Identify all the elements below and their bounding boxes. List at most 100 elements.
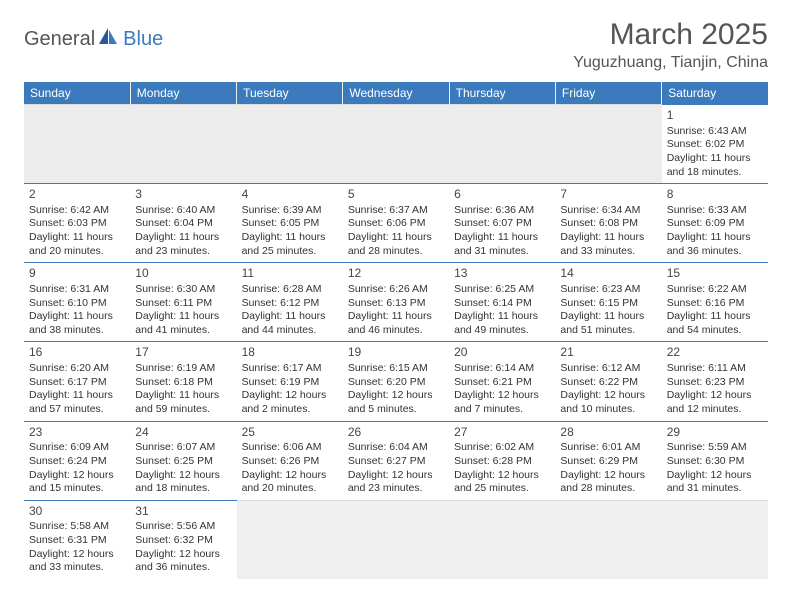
daylight-text: Daylight: 11 hours and 46 minutes.	[348, 310, 444, 337]
location: Yuguzhuang, Tianjin, China	[573, 54, 768, 72]
sunrise-text: Sunrise: 6:40 AM	[135, 204, 231, 218]
daylight-text: Daylight: 11 hours and 31 minutes.	[454, 231, 550, 258]
day-cell: 5Sunrise: 6:37 AMSunset: 6:06 PMDaylight…	[343, 184, 449, 263]
sunset-text: Sunset: 6:29 PM	[560, 455, 656, 469]
day-cell: 24Sunrise: 6:07 AMSunset: 6:25 PMDayligh…	[130, 421, 236, 500]
day-number: 25	[242, 425, 338, 441]
sunrise-text: Sunrise: 6:34 AM	[560, 204, 656, 218]
sunrise-text: Sunrise: 6:25 AM	[454, 283, 550, 297]
day-header: Thursday	[449, 82, 555, 105]
sunset-text: Sunset: 6:28 PM	[454, 455, 550, 469]
sunset-text: Sunset: 6:30 PM	[667, 455, 763, 469]
day-number: 12	[348, 266, 444, 282]
empty-cell	[343, 500, 449, 579]
sunset-text: Sunset: 6:06 PM	[348, 217, 444, 231]
logo: General Blue	[24, 26, 163, 52]
day-number: 24	[135, 425, 231, 441]
daylight-text: Daylight: 12 hours and 33 minutes.	[29, 548, 125, 575]
sunrise-text: Sunrise: 6:22 AM	[667, 283, 763, 297]
daylight-text: Daylight: 12 hours and 20 minutes.	[242, 469, 338, 496]
sunset-text: Sunset: 6:16 PM	[667, 297, 763, 311]
sunrise-text: Sunrise: 6:14 AM	[454, 362, 550, 376]
day-number: 23	[29, 425, 125, 441]
sunset-text: Sunset: 6:14 PM	[454, 297, 550, 311]
calendar-page: General Blue March 2025 Yuguzhuang, Tian…	[0, 0, 792, 597]
day-cell: 11Sunrise: 6:28 AMSunset: 6:12 PMDayligh…	[237, 263, 343, 342]
sunrise-text: Sunrise: 6:19 AM	[135, 362, 231, 376]
day-cell: 17Sunrise: 6:19 AMSunset: 6:18 PMDayligh…	[130, 342, 236, 421]
day-cell: 7Sunrise: 6:34 AMSunset: 6:08 PMDaylight…	[555, 184, 661, 263]
sunrise-text: Sunrise: 6:01 AM	[560, 441, 656, 455]
sunrise-text: Sunrise: 6:12 AM	[560, 362, 656, 376]
day-number: 14	[560, 266, 656, 282]
calendar-table: Sunday Monday Tuesday Wednesday Thursday…	[24, 82, 768, 579]
sunset-text: Sunset: 6:21 PM	[454, 376, 550, 390]
day-number: 15	[667, 266, 763, 282]
empty-cell	[555, 105, 661, 184]
daylight-text: Daylight: 11 hours and 57 minutes.	[29, 389, 125, 416]
daylight-text: Daylight: 11 hours and 59 minutes.	[135, 389, 231, 416]
sunset-text: Sunset: 6:05 PM	[242, 217, 338, 231]
day-number: 16	[29, 345, 125, 361]
day-number: 5	[348, 187, 444, 203]
day-number: 22	[667, 345, 763, 361]
sunrise-text: Sunrise: 6:39 AM	[242, 204, 338, 218]
daylight-text: Daylight: 11 hours and 54 minutes.	[667, 310, 763, 337]
daylight-text: Daylight: 12 hours and 5 minutes.	[348, 389, 444, 416]
day-cell: 8Sunrise: 6:33 AMSunset: 6:09 PMDaylight…	[662, 184, 768, 263]
sunset-text: Sunset: 6:24 PM	[29, 455, 125, 469]
sunset-text: Sunset: 6:09 PM	[667, 217, 763, 231]
sunset-text: Sunset: 6:18 PM	[135, 376, 231, 390]
sunrise-text: Sunrise: 6:23 AM	[560, 283, 656, 297]
daylight-text: Daylight: 12 hours and 12 minutes.	[667, 389, 763, 416]
sunset-text: Sunset: 6:02 PM	[667, 138, 763, 152]
header: General Blue March 2025 Yuguzhuang, Tian…	[24, 18, 768, 72]
sunset-text: Sunset: 6:07 PM	[454, 217, 550, 231]
sunrise-text: Sunrise: 6:31 AM	[29, 283, 125, 297]
sunset-text: Sunset: 6:08 PM	[560, 217, 656, 231]
day-number: 8	[667, 187, 763, 203]
logo-sail-icon	[97, 26, 119, 52]
day-cell: 3Sunrise: 6:40 AMSunset: 6:04 PMDaylight…	[130, 184, 236, 263]
day-cell: 9Sunrise: 6:31 AMSunset: 6:10 PMDaylight…	[24, 263, 130, 342]
sunrise-text: Sunrise: 6:15 AM	[348, 362, 444, 376]
day-cell: 19Sunrise: 6:15 AMSunset: 6:20 PMDayligh…	[343, 342, 449, 421]
sunset-text: Sunset: 6:11 PM	[135, 297, 231, 311]
daylight-text: Daylight: 12 hours and 28 minutes.	[560, 469, 656, 496]
day-number: 7	[560, 187, 656, 203]
day-number: 18	[242, 345, 338, 361]
day-cell: 20Sunrise: 6:14 AMSunset: 6:21 PMDayligh…	[449, 342, 555, 421]
logo-text-2: Blue	[123, 28, 163, 51]
sunrise-text: Sunrise: 6:11 AM	[667, 362, 763, 376]
day-cell: 16Sunrise: 6:20 AMSunset: 6:17 PMDayligh…	[24, 342, 130, 421]
daylight-text: Daylight: 11 hours and 25 minutes.	[242, 231, 338, 258]
sunrise-text: Sunrise: 6:37 AM	[348, 204, 444, 218]
daylight-text: Daylight: 12 hours and 25 minutes.	[454, 469, 550, 496]
logo-text-1: General	[24, 28, 95, 51]
day-cell: 13Sunrise: 6:25 AMSunset: 6:14 PMDayligh…	[449, 263, 555, 342]
sunrise-text: Sunrise: 6:28 AM	[242, 283, 338, 297]
daylight-text: Daylight: 11 hours and 41 minutes.	[135, 310, 231, 337]
sunrise-text: Sunrise: 6:26 AM	[348, 283, 444, 297]
sunset-text: Sunset: 6:03 PM	[29, 217, 125, 231]
empty-cell	[662, 500, 768, 579]
day-number: 9	[29, 266, 125, 282]
calendar-row: 30Sunrise: 5:58 AMSunset: 6:31 PMDayligh…	[24, 500, 768, 579]
day-cell: 18Sunrise: 6:17 AMSunset: 6:19 PMDayligh…	[237, 342, 343, 421]
sunset-text: Sunset: 6:12 PM	[242, 297, 338, 311]
daylight-text: Daylight: 12 hours and 15 minutes.	[29, 469, 125, 496]
empty-cell	[130, 105, 236, 184]
day-cell: 14Sunrise: 6:23 AMSunset: 6:15 PMDayligh…	[555, 263, 661, 342]
day-cell: 30Sunrise: 5:58 AMSunset: 6:31 PMDayligh…	[24, 500, 130, 579]
sunrise-text: Sunrise: 5:56 AM	[135, 520, 231, 534]
sunset-text: Sunset: 6:23 PM	[667, 376, 763, 390]
daylight-text: Daylight: 11 hours and 49 minutes.	[454, 310, 550, 337]
day-number: 30	[29, 504, 125, 520]
day-cell: 22Sunrise: 6:11 AMSunset: 6:23 PMDayligh…	[662, 342, 768, 421]
title-block: March 2025 Yuguzhuang, Tianjin, China	[573, 18, 768, 72]
day-header: Tuesday	[237, 82, 343, 105]
sunrise-text: Sunrise: 6:04 AM	[348, 441, 444, 455]
daylight-text: Daylight: 11 hours and 33 minutes.	[560, 231, 656, 258]
day-cell: 2Sunrise: 6:42 AMSunset: 6:03 PMDaylight…	[24, 184, 130, 263]
sunset-text: Sunset: 6:27 PM	[348, 455, 444, 469]
